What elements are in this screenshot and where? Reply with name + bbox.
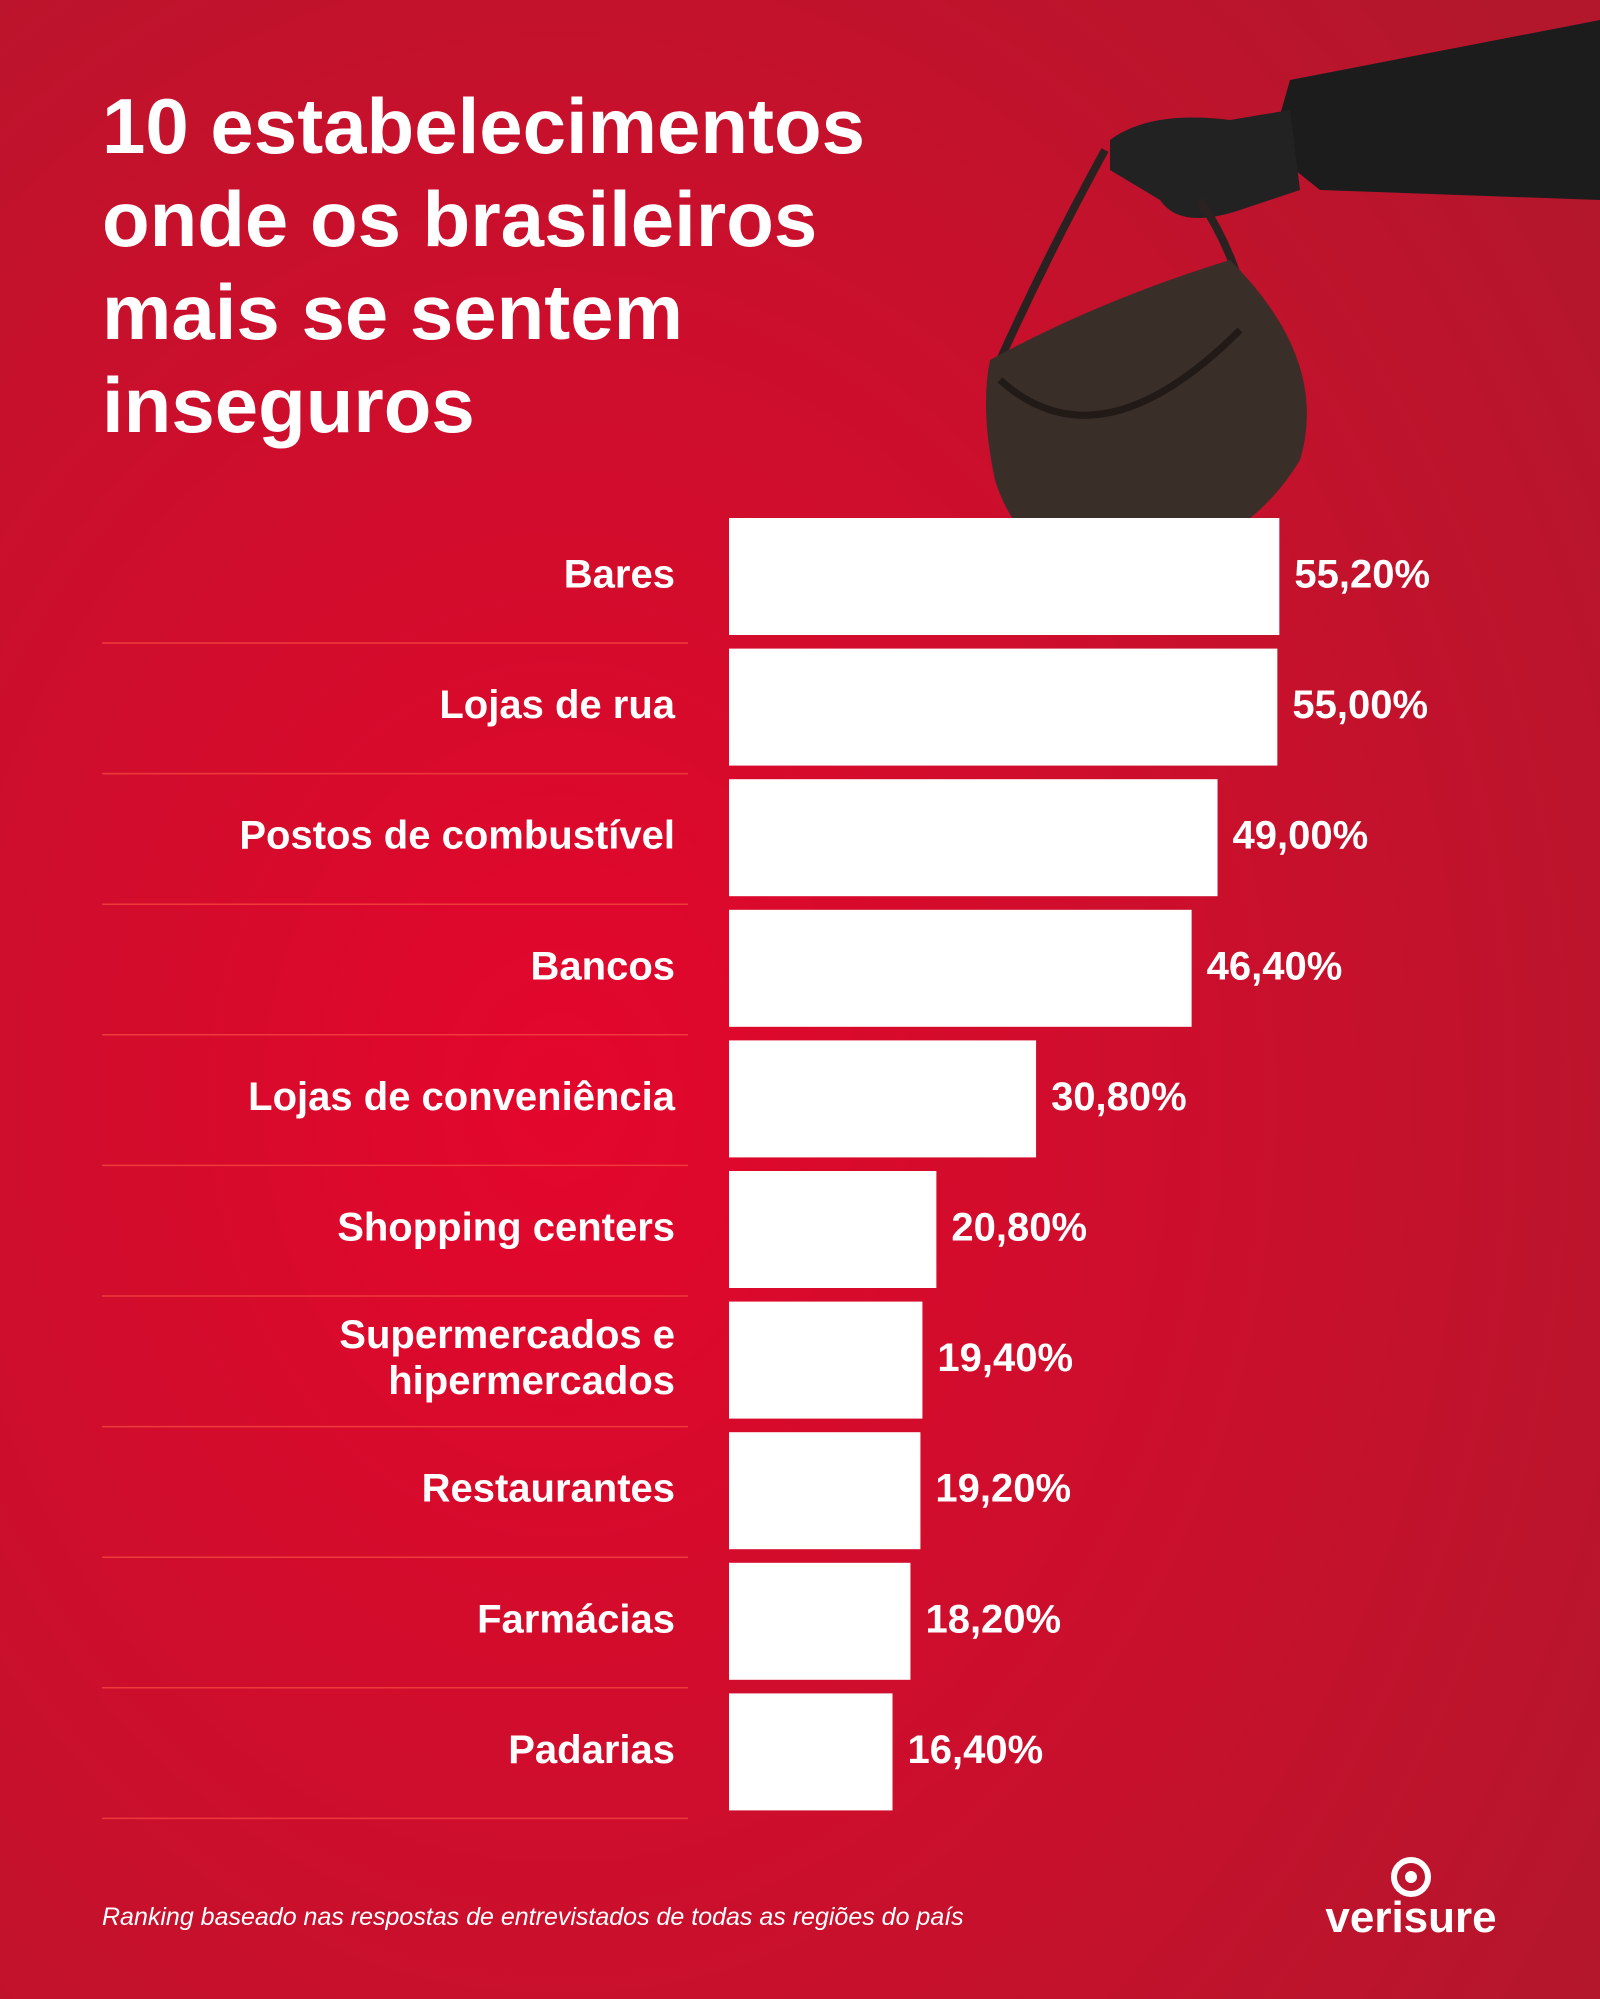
bar [729,518,1280,635]
footnote: Ranking baseado nas respostas de entrevi… [102,1903,964,1931]
category-label: Shopping centers [337,1205,675,1249]
bar [729,1301,923,1419]
bar [729,909,1192,1027]
category-label: Restaurantes [422,1466,675,1510]
value-label: 30,80% [1051,1074,1187,1118]
category-label: Postos de combustível [239,813,675,857]
bar [729,1171,937,1288]
category-label: Supermercados e hipermercados [339,1313,675,1403]
value-label: 46,40% [1207,944,1343,988]
logo: verisure [1325,1857,1497,1942]
bar [729,1432,921,1550]
category-label: Padarias [508,1727,675,1771]
value-label: 55,20% [1294,552,1430,596]
bar [729,779,1218,897]
value-label: 16,40% [908,1727,1044,1771]
category-label: Bares [564,552,675,596]
bar [729,1693,893,1811]
value-label: 49,00% [1233,813,1369,857]
value-label: 19,40% [937,1336,1073,1380]
category-label: Farmácias [477,1597,675,1641]
value-label: 19,20% [935,1466,1071,1510]
value-label: 18,20% [925,1597,1061,1641]
brand: verisure [1325,1893,1496,1942]
category-label: Lojas de conveniência [248,1074,676,1118]
bar [729,1562,911,1680]
category-label: Lojas de rua [439,683,675,727]
value-label: 20,80% [951,1205,1087,1249]
value-label: 55,00% [1292,683,1428,727]
illustration [986,20,1600,575]
bar [729,648,1278,766]
bar [729,1040,1037,1158]
category-label: Bancos [531,944,676,988]
chart-title: 10 estabelecimentos onde os brasileiros ma… [102,82,865,449]
